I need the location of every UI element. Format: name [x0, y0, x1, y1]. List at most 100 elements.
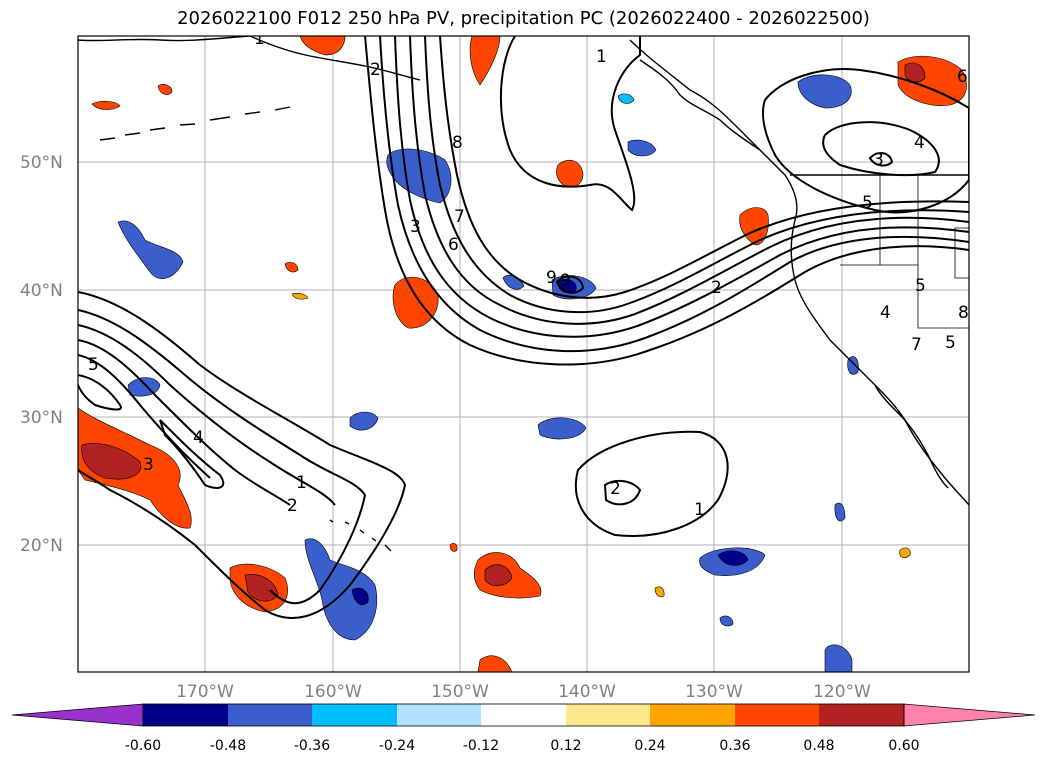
- contour-label: 9: [560, 271, 571, 291]
- pv-contour: [762, 68, 969, 214]
- lat-label: 30°N: [20, 408, 63, 428]
- contour-label: 2: [370, 60, 381, 80]
- precip-blob: [81, 443, 142, 480]
- precip-blob: [719, 615, 734, 627]
- colorbar-segment: [819, 704, 904, 726]
- contour-label: 5: [915, 276, 926, 296]
- lon-label: 170°W: [176, 682, 234, 702]
- colorbar-segment: [397, 704, 481, 726]
- pv-contour: [424, 36, 969, 314]
- contour-label: 3: [873, 150, 884, 170]
- precip-blob: [469, 36, 501, 86]
- contour-label: 4: [880, 303, 891, 323]
- precip-blob: [351, 587, 369, 605]
- contour-label: 6: [448, 235, 459, 255]
- pv-contour: [78, 374, 122, 411]
- colorbar-tick-label: 0.24: [634, 738, 665, 754]
- precip-blob: [904, 62, 926, 83]
- precip-blob: [654, 586, 665, 597]
- pv-contour: [394, 36, 969, 338]
- contour-label: 2: [287, 496, 298, 516]
- precip-blob: [157, 84, 173, 95]
- colorbar-tick-label: -0.60: [125, 738, 161, 754]
- contour-label: 5: [862, 193, 873, 213]
- contour-label: 4: [914, 133, 925, 153]
- precip-blob: [797, 74, 852, 109]
- contour-label: 9: [546, 268, 557, 288]
- contour-label: 1: [296, 473, 307, 493]
- colorbar-tick-label: 0.36: [719, 738, 750, 754]
- lon-label: 120°W: [813, 682, 871, 702]
- colorbar-segment: [735, 704, 819, 726]
- colorbar-tick-label: 0.48: [803, 738, 834, 754]
- lat-label: 40°N: [20, 281, 63, 301]
- colorbar-tick-label: -0.12: [463, 738, 499, 754]
- contour-label: 1: [254, 29, 265, 49]
- contour-label: 2: [610, 479, 621, 499]
- precip-blob: [244, 574, 279, 602]
- pv-contour: [364, 36, 969, 366]
- precip-blob: [392, 276, 439, 329]
- alaska-panhandle: [639, 59, 761, 151]
- precip-blob: [484, 564, 513, 587]
- contour-label: 1: [596, 47, 607, 67]
- map-frame: [77, 35, 970, 673]
- pv-contour: [78, 291, 407, 619]
- contour-labels: 1 2 3 4 5 6 7 8 9 3 4 5 2 1 4 3 5 2 1 2 …: [88, 29, 969, 520]
- precip-blob: [834, 502, 846, 522]
- pv-contour: [603, 479, 642, 506]
- colorbar-tick-label: 0.12: [550, 738, 581, 754]
- lon-label: 160°W: [304, 682, 362, 702]
- colorbar-tick-label: 0.60: [888, 738, 919, 754]
- colorbar-frame: [142, 703, 905, 727]
- pv-contour: [379, 36, 969, 353]
- lon-label: 130°W: [685, 682, 743, 702]
- contour-label: 1: [694, 500, 705, 520]
- colorbar-segment: [143, 704, 228, 726]
- pv-contour: [409, 36, 969, 325]
- pv-contours: [78, 36, 969, 619]
- lon-label: 140°W: [558, 682, 616, 702]
- precip-blob: [477, 655, 513, 672]
- coastline-baja: [874, 384, 949, 489]
- pv-contour: [868, 152, 894, 167]
- coastlines: [78, 36, 969, 552]
- precip-blob: [386, 148, 452, 204]
- colorbar-segment: [481, 704, 566, 726]
- colorbar-segment: [312, 704, 397, 726]
- colorbar-segment: [566, 704, 650, 726]
- precip-positive-anomalies: [78, 36, 967, 672]
- colorbar-tick-label: -0.24: [379, 738, 415, 754]
- colorbar-extend-max: [903, 703, 1036, 727]
- pv-contour: [78, 324, 336, 506]
- contour-label: 6: [957, 67, 968, 87]
- precip-blob: [449, 543, 458, 552]
- colorbar-segment: [650, 704, 735, 726]
- contour-label: 5: [945, 333, 956, 353]
- contour-label: 3: [410, 217, 421, 237]
- contour-label: 4: [193, 428, 204, 448]
- contour-label: 8: [958, 303, 969, 323]
- contour-label: 2: [711, 278, 722, 298]
- contour-label: 8: [452, 133, 463, 153]
- colorbar-tick-label: -0.48: [210, 738, 246, 754]
- precip-blob: [284, 261, 299, 273]
- coastline-alaska: [249, 36, 421, 81]
- pv-contour: [159, 419, 225, 489]
- pv-contour: [78, 309, 367, 605]
- precip-blob: [717, 550, 749, 566]
- pv-contour: [439, 36, 969, 299]
- precip-blob: [117, 220, 184, 280]
- latitude-labels: 50°N 40°N 30°N 20°N: [20, 153, 63, 556]
- hawaii-islands: [329, 519, 392, 552]
- colorbar-tick-label: -0.36: [294, 738, 330, 754]
- lon-label: 150°W: [431, 682, 489, 702]
- lat-label: 50°N: [20, 153, 63, 173]
- colorbar: -0.60 -0.48 -0.36 -0.24 -0.12 0.12 0.24 …: [11, 703, 1036, 754]
- alaska-coast-upper: [78, 36, 251, 42]
- precip-blob: [627, 139, 657, 157]
- pv-contour: [499, 36, 641, 212]
- map-plot-area: [78, 36, 969, 672]
- colorbar-extend-min: [11, 703, 144, 727]
